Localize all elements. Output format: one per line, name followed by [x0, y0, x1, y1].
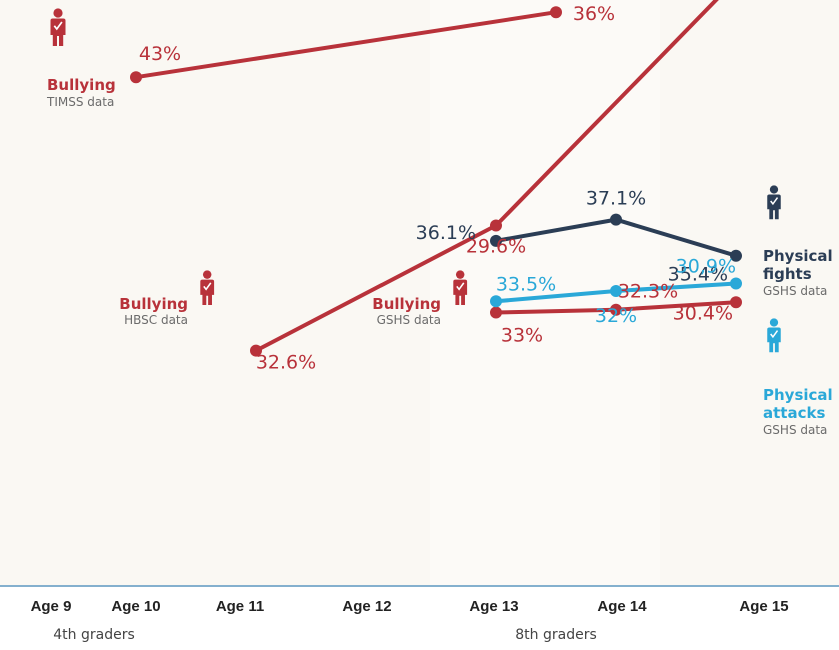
data-point-fights: [730, 249, 742, 262]
legend-source: TIMSS data: [46, 95, 114, 109]
x-tick-label: Age 13: [469, 598, 518, 615]
grade-label: 8th graders: [515, 627, 597, 643]
grade-labels: 4th graders 8th graders: [53, 627, 597, 643]
data-point-attacks: [730, 277, 742, 290]
legend-series-name: Bullying: [119, 295, 188, 313]
x-tick-label: Age 14: [597, 598, 647, 615]
legend-series-name: attacks: [763, 404, 825, 422]
legend-series-name: Physical: [763, 247, 833, 265]
data-point-hbsc: [490, 219, 502, 232]
data-label: 37.1%: [586, 188, 646, 210]
data-label: 33.5%: [496, 273, 556, 295]
data-label: 32%: [595, 305, 637, 327]
data-label: 36%: [573, 3, 615, 25]
x-tick-label: Age 12: [342, 598, 391, 615]
data-point-fights: [490, 234, 502, 247]
legend-source: GSHS data: [377, 313, 441, 327]
data-point-hbsc: [250, 344, 262, 357]
legend-series-name: Bullying: [372, 295, 441, 313]
legend-series-name: Bullying: [47, 76, 116, 94]
data-point-timss: [550, 6, 562, 19]
data-point-timss: [130, 71, 142, 84]
data-point-gshs-bullying: [730, 296, 742, 309]
x-tick-label: Age 15: [739, 598, 788, 615]
x-tick-label: Age 9: [31, 598, 72, 615]
legend-source: HBSC data: [124, 313, 188, 327]
data-label: 43%: [139, 43, 181, 65]
data-point-gshs-bullying: [490, 306, 502, 319]
data-label: 36.1%: [416, 222, 476, 244]
x-axis-ticks: Age 9 Age 10 Age 11 Age 12 Age 13 Age 14…: [31, 598, 789, 615]
data-point-attacks: [610, 285, 622, 297]
background-band: [0, 0, 839, 585]
data-point-gshs-bullying: [610, 303, 622, 316]
legend-series-name: Physical: [763, 386, 833, 404]
data-label: 29.6%: [466, 236, 526, 258]
data-label: 30,9%: [676, 256, 736, 278]
data-label: 32.6%: [256, 352, 316, 374]
data-point-attacks: [490, 295, 502, 308]
data-label: 32.3%: [618, 281, 678, 303]
data-label: 30.4%: [673, 302, 733, 324]
x-tick-label: Age 11: [216, 598, 264, 615]
data-label: 35.4%: [668, 264, 728, 286]
series-layer: [130, 0, 742, 357]
data-label: 33%: [501, 325, 543, 347]
data-point-fights: [610, 213, 622, 226]
legend-source: GSHS data: [763, 284, 827, 298]
labels-layer: 43%36%32.6%29.6%23.7%33%32.3%30.4%36.1%3…: [139, 3, 736, 374]
grade-label: 4th graders: [53, 627, 135, 643]
x-tick-label: Age 10: [111, 598, 160, 615]
series-line-timss: [135, 10, 557, 80]
legend-source: GSHS data: [763, 423, 827, 437]
legend-series-name: fights: [763, 265, 812, 283]
